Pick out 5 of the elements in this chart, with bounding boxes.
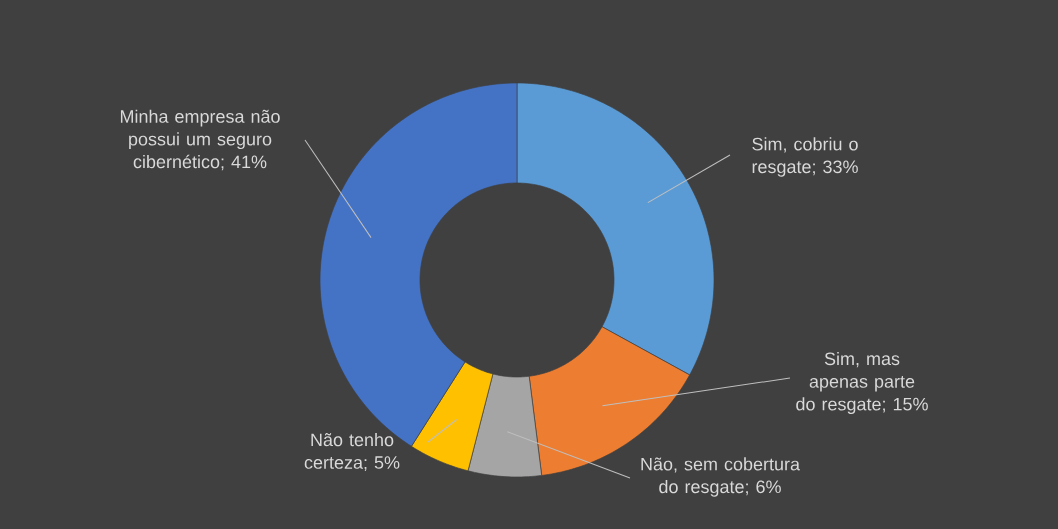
slice-label: Não, sem cobertura do resgate; 6%	[641, 457, 801, 497]
slice-label: Sim, cobriu o resgate; 33%	[752, 137, 858, 177]
slice-label: Minha empresa não possui um seguro cibernético; 41%	[120, 109, 280, 171]
slice-label: Sim, mas apenas parte do resgate; 15%	[796, 351, 928, 415]
slice-label: Não tenho certeza; 5%	[304, 432, 400, 471]
